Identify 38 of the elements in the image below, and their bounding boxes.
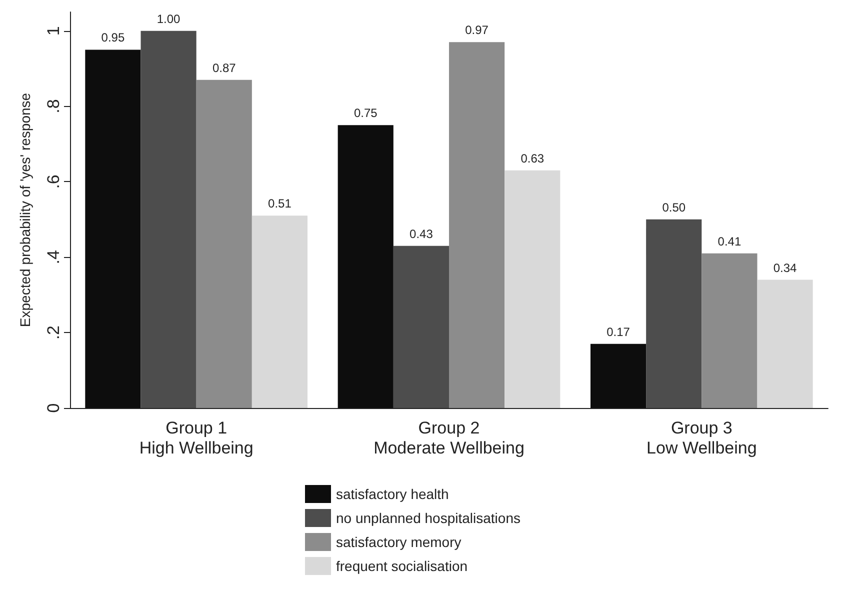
data-label: 0.43 xyxy=(410,226,434,241)
data-label: 0.97 xyxy=(465,23,489,38)
bar xyxy=(85,50,141,408)
bar xyxy=(196,80,252,408)
data-label: 0.63 xyxy=(520,151,544,166)
y-tick-label: .6 xyxy=(44,174,63,189)
legend-label: satisfactory memory xyxy=(336,534,462,550)
x-tick-label: Group 1 High Wellbeing xyxy=(139,418,254,458)
data-label: 0.41 xyxy=(718,234,742,248)
data-label: 0.95 xyxy=(101,30,125,45)
bar xyxy=(646,219,702,408)
y-tick-label: .2 xyxy=(44,325,63,340)
x-tick-label: Group 2 Moderate Wellbeing xyxy=(374,418,524,458)
data-label: 1.00 xyxy=(156,12,181,26)
bar xyxy=(757,280,813,408)
bar xyxy=(702,253,758,408)
x-tick-label: Group 3 Low Wellbeing xyxy=(646,418,757,458)
bar xyxy=(140,30,196,408)
y-tick-label: 1 xyxy=(44,26,63,36)
bar xyxy=(590,344,646,408)
y-tick-label: .8 xyxy=(44,99,63,114)
data-label: 0.75 xyxy=(354,106,378,120)
legend-label: no unplanned hospitalisations xyxy=(336,510,520,526)
legend-label: satisfactory health xyxy=(336,486,449,502)
y-tick-label: .4 xyxy=(44,250,63,264)
data-label: 0.34 xyxy=(773,260,798,275)
bar xyxy=(252,216,308,408)
y-tick-label: 0 xyxy=(44,403,63,413)
data-label: 0.50 xyxy=(662,200,686,214)
legend-label: frequent socialisation xyxy=(336,558,468,574)
y-axis-title: Expected probability of 'yes' response xyxy=(17,92,33,328)
data-label: 0.87 xyxy=(212,60,236,75)
bar xyxy=(504,170,560,408)
bar xyxy=(338,125,394,408)
data-label: 0.51 xyxy=(268,196,292,211)
bar xyxy=(393,246,449,408)
bar xyxy=(449,42,505,408)
data-label: 0.17 xyxy=(606,324,630,339)
